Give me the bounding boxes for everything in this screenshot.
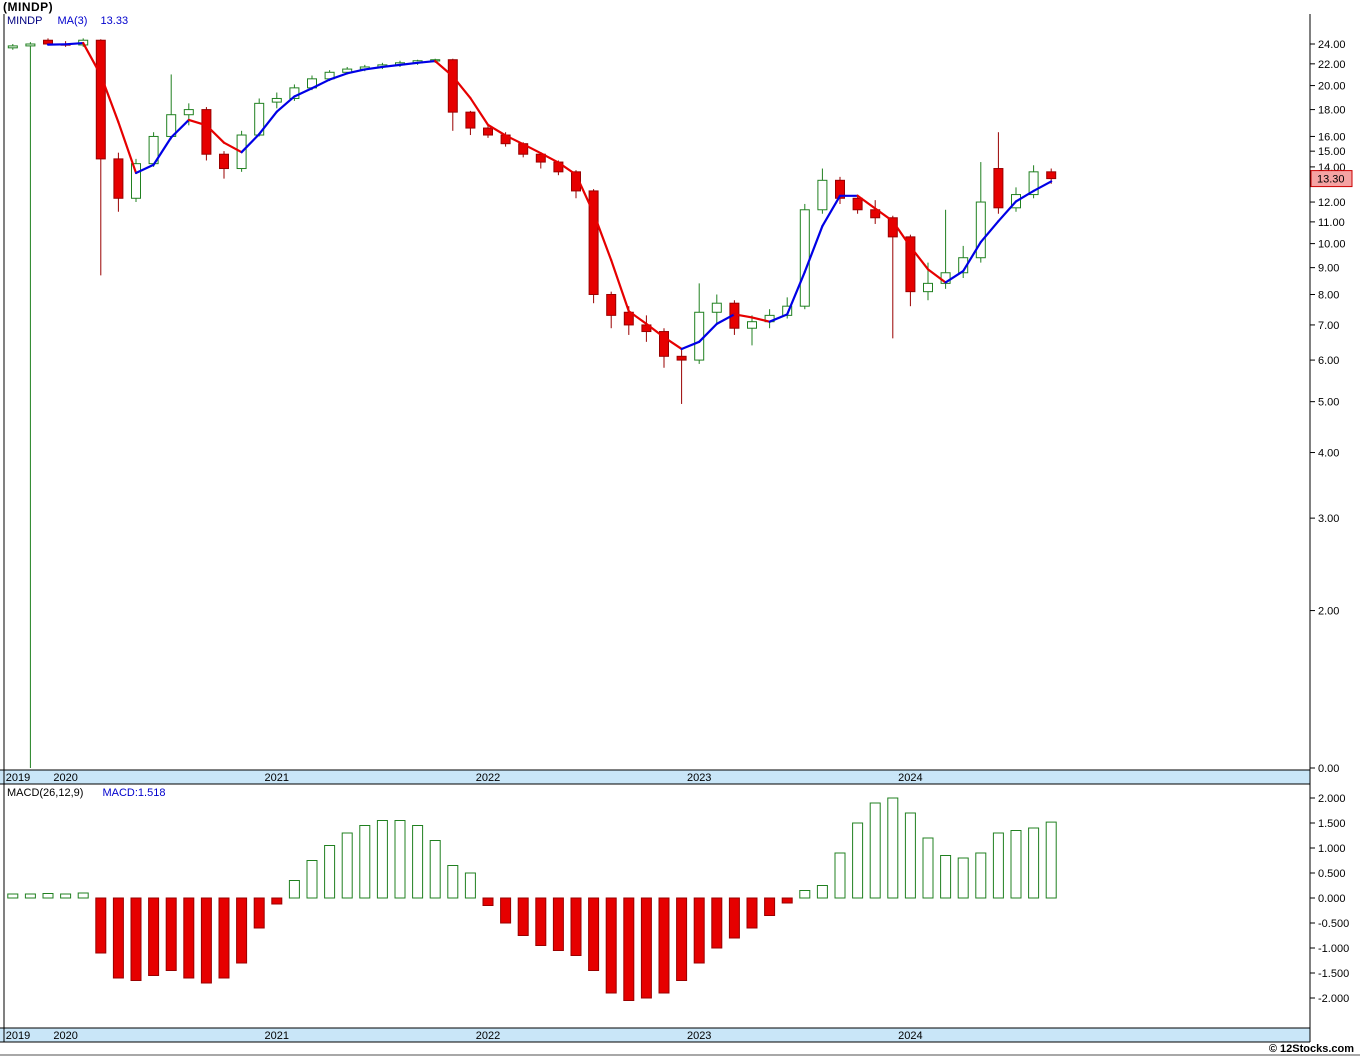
svg-text:7.00: 7.00: [1318, 320, 1339, 332]
main-y-axis: 24.0022.0020.0018.0016.0015.0014.0012.00…: [1310, 39, 1346, 775]
svg-text:2020: 2020: [53, 1030, 77, 1042]
ma-value: 13.33: [100, 15, 129, 27]
svg-text:2022: 2022: [476, 772, 500, 784]
x-axis-years-main: 2019 2020 2021 2022 2023 2024: [6, 772, 923, 784]
svg-text:10.00: 10.00: [1318, 239, 1346, 251]
svg-text:18.00: 18.00: [1318, 105, 1346, 117]
svg-text:-1.500: -1.500: [1318, 968, 1349, 980]
x-axis-years-macd: 2019 2020 2021 2022 2023 2024: [6, 1030, 923, 1042]
svg-text:20.00: 20.00: [1318, 81, 1346, 93]
svg-text:9.00: 9.00: [1318, 263, 1339, 275]
ma-label: MA(3): [57, 15, 88, 27]
main-chart-legend: MINDP MA(3) 13.33: [7, 15, 138, 27]
svg-text:11.00: 11.00: [1318, 217, 1345, 229]
page-bottom-border: [0, 1054, 1360, 1056]
svg-text:12.00: 12.00: [1318, 197, 1346, 209]
svg-text:13.30: 13.30: [1317, 174, 1345, 186]
x-axis-band-main: [0, 770, 1310, 784]
svg-text:0.00: 0.00: [1318, 763, 1339, 775]
svg-text:1.000: 1.000: [1318, 843, 1346, 855]
svg-text:16.00: 16.00: [1318, 131, 1346, 143]
copyright: © 12Stocks.com: [1268, 1043, 1354, 1055]
svg-text:2024: 2024: [898, 772, 922, 784]
last-price-badge: 13.30: [1310, 170, 1353, 188]
macd-value: MACD:1.518: [102, 787, 166, 799]
svg-text:-1.000: -1.000: [1318, 943, 1349, 955]
svg-text:2019: 2019: [6, 772, 30, 784]
x-axis-band-macd: [0, 1028, 1310, 1042]
svg-text:2021: 2021: [265, 1030, 289, 1042]
svg-text:6.00: 6.00: [1318, 355, 1339, 367]
svg-text:15.00: 15.00: [1318, 146, 1346, 158]
svg-text:2023: 2023: [687, 772, 711, 784]
svg-text:5.00: 5.00: [1318, 397, 1339, 409]
macd-histogram: [7, 797, 1057, 1001]
macd-y-axis: 2.000 1.500 1.000 0.500 0.000 -0.500 -1.000 -1.…: [1310, 793, 1349, 1005]
svg-text:-2.000: -2.000: [1318, 993, 1349, 1005]
svg-text:1.500: 1.500: [1318, 818, 1346, 830]
svg-text:2019: 2019: [6, 1030, 30, 1042]
svg-text:2.000: 2.000: [1318, 793, 1346, 805]
svg-text:22.00: 22.00: [1318, 59, 1346, 71]
svg-text:0.500: 0.500: [1318, 868, 1346, 880]
svg-text:2021: 2021: [265, 772, 289, 784]
svg-text:-0.500: -0.500: [1318, 918, 1349, 930]
svg-text:24.00: 24.00: [1318, 39, 1346, 51]
symbol-label: MINDP: [7, 15, 43, 27]
svg-text:0.000: 0.000: [1318, 893, 1346, 905]
macd-label: MACD(26,12,9): [7, 787, 84, 799]
candlestick-series: [7, 38, 1057, 768]
svg-text:8.00: 8.00: [1318, 289, 1339, 301]
svg-text:2.00: 2.00: [1318, 606, 1339, 618]
svg-text:2022: 2022: [476, 1030, 500, 1042]
svg-text:2020: 2020: [53, 772, 77, 784]
svg-text:3.00: 3.00: [1318, 513, 1339, 525]
svg-text:4.00: 4.00: [1318, 448, 1339, 460]
chart-title: (MINDP): [3, 0, 54, 14]
svg-text:2023: 2023: [687, 1030, 711, 1042]
macd-legend: MACD(26,12,9) MACD:1.518: [7, 787, 165, 799]
ma-line: [46, 41, 1053, 351]
svg-text:2024: 2024: [898, 1030, 922, 1042]
